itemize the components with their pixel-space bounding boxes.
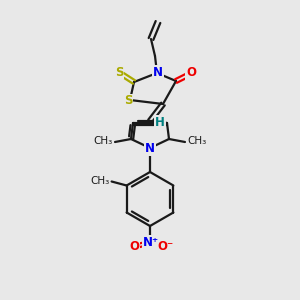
Text: O: O xyxy=(129,241,139,254)
Text: H: H xyxy=(155,116,165,128)
Text: N: N xyxy=(145,142,155,155)
Text: CH₃: CH₃ xyxy=(94,136,113,146)
Text: CH₃: CH₃ xyxy=(90,176,110,185)
Text: N: N xyxy=(153,65,163,79)
Text: CH₃: CH₃ xyxy=(187,136,206,146)
Text: S: S xyxy=(115,65,123,79)
Text: N⁺: N⁺ xyxy=(143,236,159,248)
Text: O: O xyxy=(186,67,196,80)
Text: S: S xyxy=(124,94,132,107)
Text: O⁻: O⁻ xyxy=(158,241,174,254)
